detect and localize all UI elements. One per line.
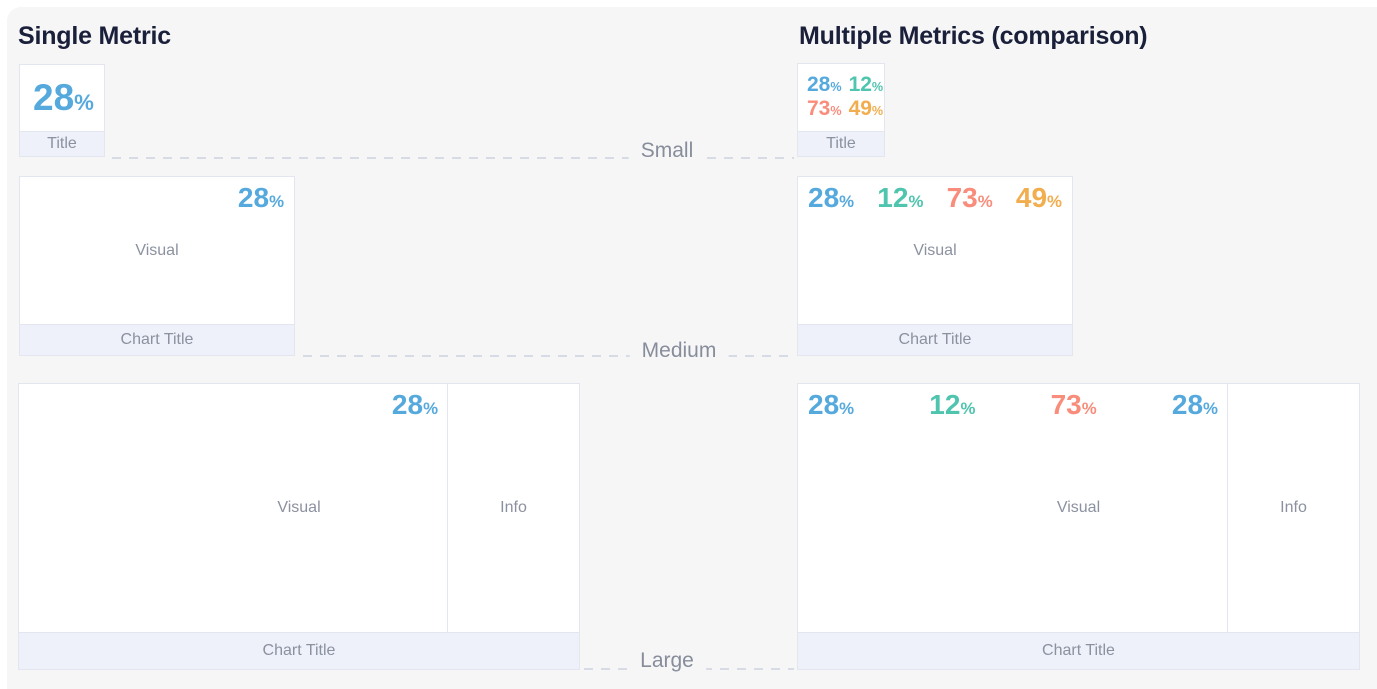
- metric: 49%: [849, 97, 884, 121]
- info-panel: Info: [447, 384, 579, 632]
- metric-unit: %: [269, 192, 284, 211]
- card-title-bar: Title: [798, 131, 884, 156]
- metric: 28%: [33, 77, 94, 118]
- metric-unit: %: [1203, 399, 1218, 418]
- metric-value: 28: [237, 182, 270, 213]
- metric-value: 12: [929, 389, 961, 420]
- metric-unit: %: [1081, 399, 1097, 418]
- small-multi-card: 28% 12% 73% 49% Title: [797, 63, 885, 157]
- metric: 73%: [1051, 389, 1097, 420]
- metric: 12%: [849, 73, 884, 97]
- large-single-card-body: 28% Visual Info: [19, 384, 579, 632]
- metric-value: 28: [807, 73, 831, 96]
- metric-value: 28: [808, 389, 840, 420]
- metric-value: 49: [1015, 182, 1048, 213]
- metric: 28%: [392, 389, 438, 420]
- metrics-row: 28% 12% 73% 49%: [798, 177, 1072, 213]
- metric: 12%: [877, 182, 923, 213]
- metric: 28%: [238, 182, 284, 213]
- size-divider-medium: [303, 355, 794, 357]
- metric-unit: %: [839, 399, 855, 418]
- metric-unit: %: [908, 192, 924, 211]
- multiple-metrics-heading: Multiple Metrics (comparison): [799, 22, 1148, 50]
- metric-unit: %: [1047, 192, 1062, 211]
- card-title-bar: Title: [20, 131, 104, 156]
- metric-value: 28: [391, 389, 424, 420]
- small-single-card: 28% Title: [19, 64, 105, 157]
- metric-value: 73: [1050, 389, 1082, 420]
- large-single-card: 28% Visual Info Chart Title: [18, 383, 580, 670]
- card-title-bar: Chart Title: [798, 632, 1359, 669]
- metric-unit: %: [960, 399, 976, 418]
- info-placeholder-label: Info: [500, 499, 527, 516]
- metric: 28%: [808, 182, 854, 213]
- size-label-small: Small: [628, 138, 706, 164]
- metric-value: 73: [807, 96, 831, 120]
- info-placeholder-label: Info: [1280, 499, 1307, 516]
- large-multi-card: 28% 12% 73% 28% Visual Info Chart Title: [797, 383, 1360, 670]
- metric-unit: %: [977, 192, 993, 211]
- metrics-row: 28% 12% 73% 28%: [798, 384, 1228, 420]
- medium-single-card: 28% Visual Chart Title: [19, 176, 295, 356]
- large-multi-card-body: 28% 12% 73% 28% Visual Info: [798, 384, 1359, 632]
- metric-value: 12: [848, 73, 872, 96]
- metric-row: 28% 12%: [807, 73, 884, 97]
- metric-value: 73: [946, 182, 978, 213]
- small-multi-card-body: 28% 12% 73% 49%: [798, 64, 884, 131]
- metric-unit: %: [839, 192, 855, 211]
- metric: 28%: [1172, 389, 1218, 420]
- medium-multi-card: 28% 12% 73% 49% Visual Chart Title: [797, 176, 1073, 356]
- metric: 49%: [1016, 182, 1062, 213]
- small-single-card-body: 28%: [20, 65, 104, 131]
- metric: 12%: [929, 389, 975, 420]
- size-label-medium: Medium: [629, 338, 729, 364]
- card-title-bar: Chart Title: [798, 324, 1072, 355]
- metric-value: 28: [1171, 389, 1204, 420]
- metric-row: 73% 49%: [807, 97, 884, 121]
- metric-unit: %: [423, 399, 438, 418]
- medium-single-card-body: 28% Visual: [20, 177, 294, 324]
- metric: 73%: [807, 97, 842, 121]
- metric-unit: %: [74, 90, 94, 116]
- metric: 73%: [947, 182, 993, 213]
- single-metric-heading: Single Metric: [18, 22, 171, 50]
- metric-value: 28: [808, 182, 840, 213]
- size-label-large: Large: [628, 648, 706, 674]
- metric: 28%: [808, 389, 854, 420]
- metrics-row: 28%: [20, 177, 294, 213]
- metric: 28%: [807, 73, 842, 97]
- size-divider-small: [112, 157, 794, 159]
- metric-value: 49: [848, 96, 872, 120]
- metric-unit: %: [830, 80, 842, 94]
- card-title-bar: Chart Title: [19, 632, 579, 669]
- metric-unit: %: [830, 103, 842, 118]
- metric-unit: %: [871, 103, 884, 118]
- medium-multi-card-body: 28% 12% 73% 49% Visual: [798, 177, 1072, 324]
- metrics-row: 28%: [19, 384, 448, 420]
- card-title-bar: Chart Title: [20, 324, 294, 355]
- metric-unit: %: [871, 80, 884, 94]
- metric-value: 12: [877, 182, 909, 213]
- metric-value: 28: [33, 77, 75, 119]
- info-panel: Info: [1227, 384, 1359, 632]
